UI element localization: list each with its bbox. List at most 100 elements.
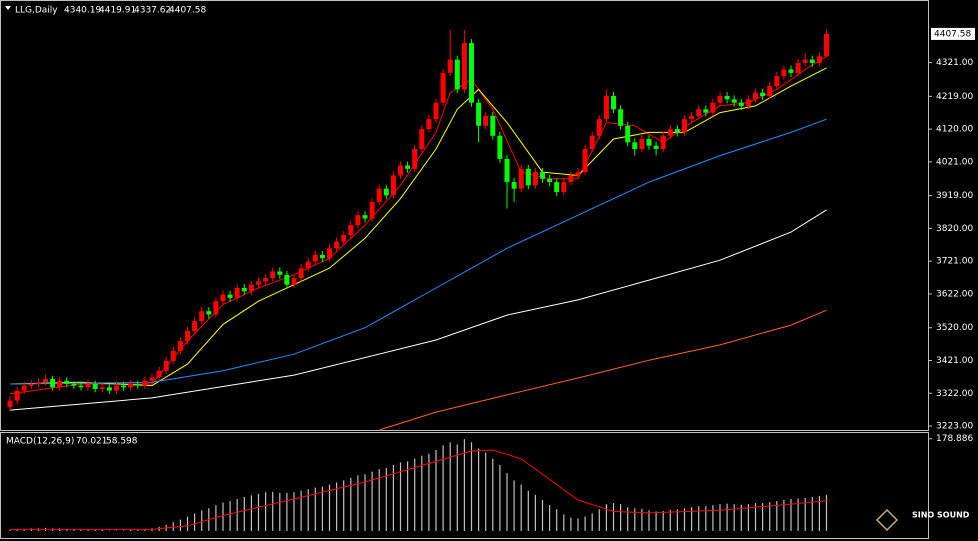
candle-body bbox=[57, 380, 63, 388]
candle-body bbox=[611, 96, 616, 110]
candle-body bbox=[582, 148, 588, 173]
header-value: 70.021 bbox=[76, 437, 108, 447]
macd-bar bbox=[399, 462, 402, 531]
candle-body bbox=[738, 102, 744, 106]
candle-body bbox=[433, 102, 439, 120]
macd-bar bbox=[634, 508, 636, 531]
macd-bar bbox=[463, 439, 465, 531]
y-tick-label: 3520.00 bbox=[936, 323, 973, 333]
candle-body bbox=[760, 92, 766, 97]
candle-body bbox=[632, 142, 638, 149]
candle-body bbox=[7, 400, 13, 408]
header-value: 58.598 bbox=[106, 437, 138, 447]
macd-bar bbox=[762, 503, 764, 531]
price-pane-frame bbox=[0, 0, 929, 431]
header-value: 4337.62 bbox=[134, 6, 171, 16]
candle-body bbox=[43, 379, 48, 383]
macd-bar bbox=[186, 516, 189, 531]
macd-bar bbox=[272, 491, 274, 531]
candle-body bbox=[199, 311, 205, 322]
macd-bar bbox=[520, 484, 522, 531]
candle-body bbox=[788, 69, 794, 73]
macd-bar bbox=[783, 500, 785, 531]
candle-body bbox=[50, 379, 56, 388]
macd-bar bbox=[506, 473, 508, 531]
chart-title: LLG,Daily bbox=[15, 6, 58, 16]
macd-bar bbox=[754, 503, 757, 531]
macd-bar bbox=[641, 508, 643, 531]
candle-body bbox=[802, 59, 808, 63]
macd-bar bbox=[243, 496, 245, 531]
candle-body bbox=[170, 350, 176, 361]
candle-body bbox=[390, 175, 396, 196]
header-value: 4419.91 bbox=[99, 6, 136, 16]
macd-bar bbox=[478, 448, 480, 531]
macd-bar bbox=[620, 504, 622, 531]
candle-body bbox=[646, 139, 652, 146]
candle-body bbox=[284, 274, 290, 285]
macd-bar bbox=[350, 477, 352, 531]
candle-body bbox=[660, 135, 666, 149]
candle-body bbox=[461, 43, 467, 90]
candle-body bbox=[781, 69, 787, 77]
candle-body bbox=[547, 178, 553, 183]
macd-bar bbox=[612, 503, 615, 531]
macd-bar bbox=[435, 450, 437, 531]
candle-body bbox=[483, 115, 489, 126]
candle-body bbox=[341, 235, 347, 242]
macd-bar bbox=[499, 464, 501, 531]
candle-body bbox=[440, 72, 446, 103]
candle-body bbox=[312, 254, 318, 262]
candle-body bbox=[568, 175, 574, 183]
watermark: SINO SOUND bbox=[912, 511, 970, 520]
macd-bar bbox=[691, 507, 693, 531]
candle-body bbox=[525, 168, 531, 186]
macd-bar bbox=[449, 442, 451, 531]
y-tick-label: 4219.00 bbox=[936, 92, 973, 102]
macd-bar bbox=[16, 529, 18, 531]
macd-bar bbox=[257, 493, 260, 531]
candle-body bbox=[618, 109, 624, 126]
macd-bar bbox=[627, 507, 629, 531]
candle-body bbox=[589, 135, 595, 149]
candle-body bbox=[99, 387, 105, 389]
candle-body bbox=[447, 59, 453, 73]
macd-bar bbox=[598, 509, 600, 531]
last-price-label: 4407.58 bbox=[934, 29, 971, 39]
macd-bar bbox=[130, 529, 132, 531]
macd-bar bbox=[456, 444, 458, 531]
candle-body bbox=[419, 129, 425, 149]
macd-bar bbox=[485, 452, 487, 531]
candle-body bbox=[511, 182, 517, 189]
macd-bar bbox=[307, 489, 309, 531]
macd-bar bbox=[321, 486, 323, 531]
indicator-line bbox=[9, 67, 827, 387]
candle-body bbox=[490, 115, 496, 136]
macd-bar bbox=[94, 529, 96, 531]
macd-bar bbox=[343, 480, 345, 531]
candle-body bbox=[263, 278, 269, 282]
macd-bar bbox=[407, 461, 409, 531]
candle-body bbox=[809, 59, 815, 63]
y-tick-label: 178.886 bbox=[936, 434, 973, 444]
macd-bar bbox=[797, 498, 799, 531]
candle-body bbox=[362, 215, 368, 219]
macd-bar bbox=[414, 458, 416, 531]
candle-body bbox=[348, 225, 354, 236]
candle-body bbox=[625, 125, 631, 143]
macd-bar bbox=[108, 530, 110, 531]
candle-body bbox=[78, 385, 84, 388]
y-tick-label: 3820.00 bbox=[936, 224, 973, 234]
macd-bar bbox=[818, 495, 820, 531]
y-tick-label: 3919.00 bbox=[936, 191, 973, 201]
macd-bar bbox=[655, 511, 657, 531]
macd-bar bbox=[137, 529, 139, 531]
candle-body bbox=[270, 271, 276, 279]
macd-bar bbox=[144, 529, 146, 531]
macd-bar bbox=[293, 492, 295, 531]
macd-bar bbox=[123, 530, 125, 531]
candle-body bbox=[206, 311, 212, 315]
candle-body bbox=[256, 281, 261, 285]
candle-body bbox=[504, 158, 510, 183]
candle-body bbox=[824, 33, 829, 57]
